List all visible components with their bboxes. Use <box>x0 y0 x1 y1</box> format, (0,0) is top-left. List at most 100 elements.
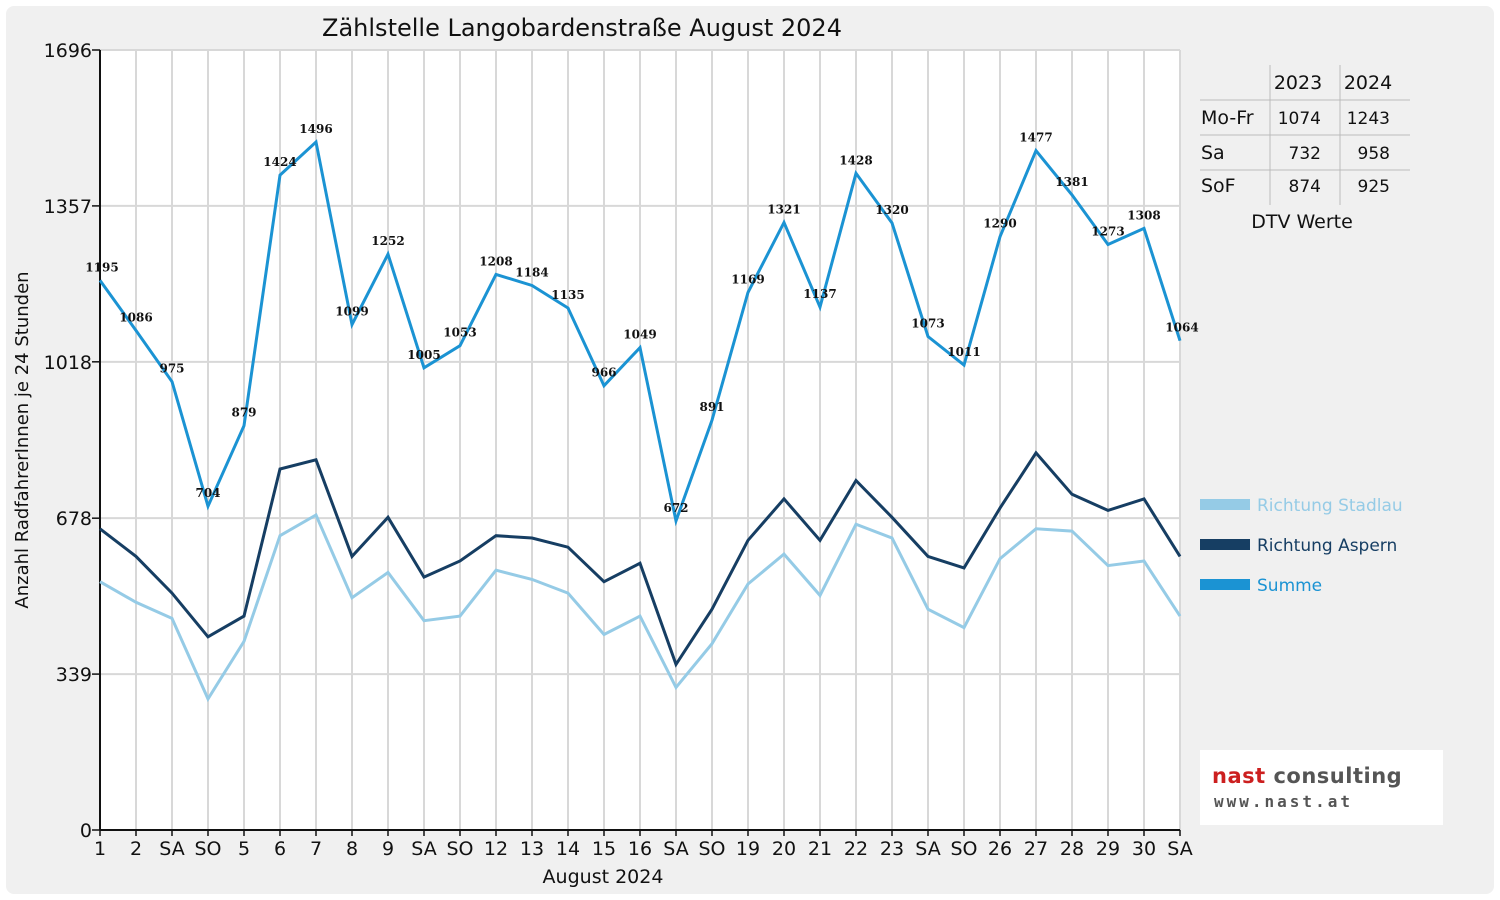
data-label: 1005 <box>407 348 440 362</box>
y-tick-label: 678 <box>56 508 92 530</box>
x-tick-label: 26 <box>988 838 1012 860</box>
data-label: 1208 <box>479 254 512 268</box>
data-label: 975 <box>159 362 184 376</box>
x-tick-label: 23 <box>880 838 904 860</box>
chart-title: Zählstelle Langobardenstraße August 2024 <box>322 14 842 42</box>
data-label: 1496 <box>299 122 332 136</box>
data-label: 1184 <box>515 265 548 279</box>
data-label: 704 <box>195 486 220 500</box>
data-label: 1290 <box>983 217 1016 231</box>
dtv-cell: 1243 <box>1347 109 1390 129</box>
x-tick-label: 16 <box>628 838 652 860</box>
data-label: 1195 <box>85 260 118 274</box>
y-tick-label: 1696 <box>44 40 92 62</box>
data-label: 1273 <box>1091 225 1124 239</box>
x-tick-label: SA <box>915 838 940 860</box>
x-tick-label: 2 <box>130 838 142 860</box>
data-label: 1320 <box>875 203 908 217</box>
x-tick-label: 22 <box>844 838 868 860</box>
legend-swatch <box>1200 539 1250 550</box>
x-axis-label: August 2024 <box>543 866 664 888</box>
series-lines <box>98 139 1182 703</box>
legend-label: Summe <box>1257 576 1322 596</box>
dtv-row-label: Mo-Fr <box>1201 107 1254 129</box>
data-label: 1099 <box>335 305 368 319</box>
series-line <box>99 450 1182 668</box>
x-tick-label: 28 <box>1060 838 1084 860</box>
data-label: 1321 <box>767 202 800 216</box>
x-tick-label: SO <box>446 838 473 860</box>
x-tick-label: 15 <box>592 838 616 860</box>
x-tick-label: 8 <box>346 838 358 860</box>
x-tick-label: 13 <box>520 838 544 860</box>
x-tick-label: 29 <box>1096 838 1120 860</box>
x-tick-label: 21 <box>808 838 832 860</box>
dtv-cell: 732 <box>1289 144 1321 164</box>
dtv-cell: 958 <box>1358 144 1390 164</box>
dtv-cell: 1074 <box>1278 109 1321 129</box>
data-label: 879 <box>231 406 256 420</box>
data-label: 1011 <box>947 345 980 359</box>
y-axis-label: Anzahl RadfahrerInnen je 24 Stunden <box>12 271 33 608</box>
legend-label: Richtung Aspern <box>1257 536 1397 556</box>
data-label: 1477 <box>1019 131 1052 145</box>
gridlines <box>100 49 1181 830</box>
x-tick-label: SO <box>194 838 221 860</box>
y-tick-label: 1018 <box>44 352 92 374</box>
data-label: 1381 <box>1055 175 1088 189</box>
dtv-header-2024: 2024 <box>1344 72 1392 94</box>
dtv-header-2023: 2023 <box>1274 72 1322 94</box>
data-label: 1428 <box>839 153 872 167</box>
data-label: 1135 <box>551 288 584 302</box>
data-label: 1252 <box>371 234 404 248</box>
data-label: 966 <box>591 366 616 380</box>
data-label: 1424 <box>263 155 296 169</box>
logo-wordmark: nast consulting <box>1212 764 1403 788</box>
series-line <box>99 512 1182 703</box>
dtv-cell: 925 <box>1358 177 1390 197</box>
x-tick-label: SA <box>159 838 184 860</box>
data-label: 1137 <box>803 287 836 301</box>
data-label: 1308 <box>1127 208 1160 222</box>
company-logo: nast consulting www.nast.at <box>1200 750 1443 825</box>
x-tick-label: 20 <box>772 838 796 860</box>
x-tick-label: 7 <box>310 838 322 860</box>
x-tick-label: 6 <box>274 838 286 860</box>
series-line <box>98 139 1182 527</box>
dtv-row-label: Sa <box>1201 142 1225 164</box>
data-label: 1073 <box>911 317 944 331</box>
x-tick-label: 30 <box>1132 838 1156 860</box>
data-label: 1049 <box>623 328 656 342</box>
dtv-caption: DTV Werte <box>1251 211 1353 233</box>
x-axis-ticks: 1 2 SA SO 5 6 7 8 9 SA SO 12 13 14 15 16 SA SO 19 20 21 22 23 S… <box>94 830 1193 860</box>
x-tick-label: SA <box>411 838 436 860</box>
x-tick-label: SO <box>950 838 977 860</box>
data-labels: 1195 1086 975 704 879 1424 1496 1099 1252 1005105… <box>85 122 1198 515</box>
legend-label: Richtung Stadlau <box>1257 496 1403 516</box>
y-tick-label: 1357 <box>44 196 92 218</box>
data-label: 1086 <box>119 311 152 325</box>
data-label: 891 <box>699 400 724 414</box>
y-axis-ticks: 0 339 678 1018 1357 1696 <box>44 40 100 842</box>
x-tick-label: 12 <box>484 838 508 860</box>
data-label: 672 <box>663 501 688 515</box>
legend: Richtung Stadlau Richtung Aspern Summe <box>1200 496 1403 596</box>
y-tick-label: 339 <box>56 664 92 686</box>
x-tick-label: 19 <box>736 838 760 860</box>
x-tick-label: 1 <box>94 838 106 860</box>
dtv-cell: 874 <box>1289 177 1321 197</box>
logo-url: www.nast.at <box>1214 792 1353 811</box>
legend-swatch <box>1200 499 1250 510</box>
dtv-row-label: SoF <box>1201 175 1236 197</box>
x-tick-label: SA <box>663 838 688 860</box>
x-tick-label: SA <box>1167 838 1192 860</box>
x-tick-label: 14 <box>556 838 580 860</box>
x-tick-label: SO <box>698 838 725 860</box>
x-tick-label: 9 <box>382 838 394 860</box>
data-label: 1064 <box>1165 321 1198 335</box>
dtv-table: 2023 2024 Mo-Fr 1074 1243 Sa 732 958 SoF… <box>1200 65 1410 233</box>
x-tick-label: 27 <box>1024 838 1048 860</box>
data-label: 1169 <box>731 272 764 286</box>
data-label: 1053 <box>443 326 476 340</box>
